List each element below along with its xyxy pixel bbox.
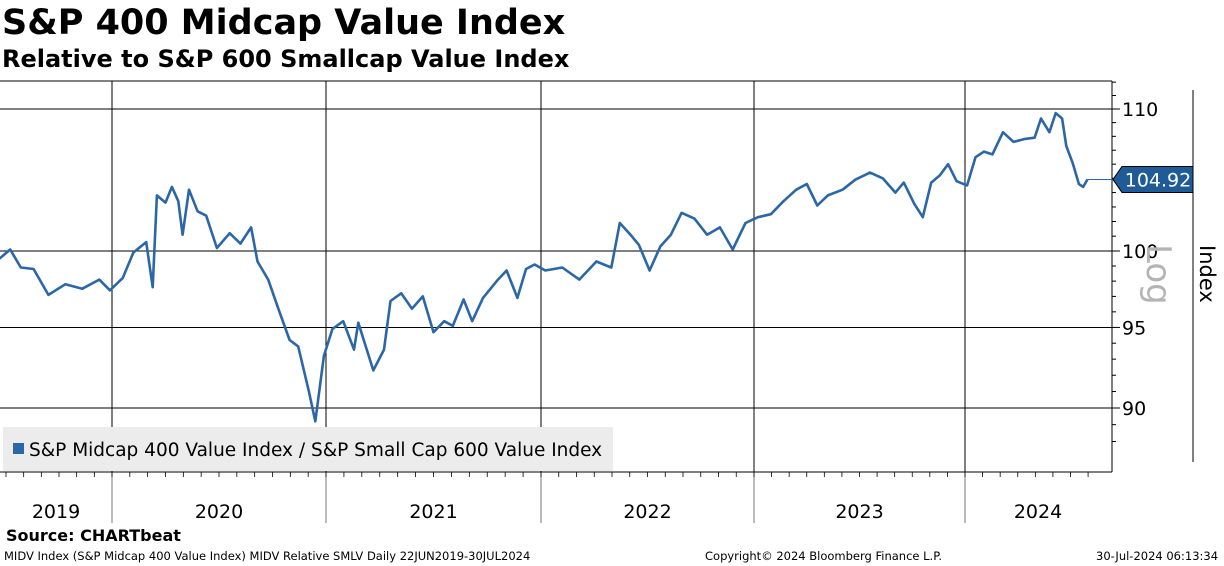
- y-scale-watermark: Log: [1138, 244, 1178, 305]
- x-tick-label-2022: 2022: [623, 501, 671, 523]
- x-tick-label-2020: 2020: [195, 501, 243, 523]
- last-value-tag: [1112, 165, 1194, 193]
- x-tick-label-2023: 2023: [835, 501, 883, 523]
- chart-title: S&P 400 Midcap Value Index: [2, 3, 566, 43]
- chart-subtitle: Relative to S&P 600 Smallcap Value Index: [2, 45, 570, 73]
- y-axis-title: Index: [1195, 245, 1219, 303]
- x-tick-label-2021: 2021: [409, 501, 457, 523]
- series-line: [0, 111, 1089, 423]
- y-tick-label-95: 95: [1122, 317, 1146, 339]
- source-label: Source: CHARTbeat: [6, 526, 181, 545]
- last-value-label: 104.92: [1125, 169, 1191, 191]
- y-tick-label-110: 110: [1122, 99, 1158, 121]
- y-tick-label-100: 100: [1122, 241, 1158, 263]
- ticker-info: MIDV Index (S&P Midcap 400 Value Index) …: [4, 549, 531, 563]
- legend-swatch: [13, 443, 24, 454]
- y-tick-label-90: 90: [1122, 398, 1146, 420]
- copyright-text: Copyright© 2024 Bloomberg Finance L.P.: [705, 549, 942, 563]
- x-tick-label-2024: 2024: [1014, 501, 1062, 523]
- legend-label: S&P Midcap 400 Value Index / S&P Small C…: [29, 440, 602, 461]
- timestamp: 30-Jul-2024 06:13:34: [1096, 549, 1219, 563]
- x-tick-label-2019: 2019: [32, 501, 80, 523]
- legend-box: [3, 427, 613, 471]
